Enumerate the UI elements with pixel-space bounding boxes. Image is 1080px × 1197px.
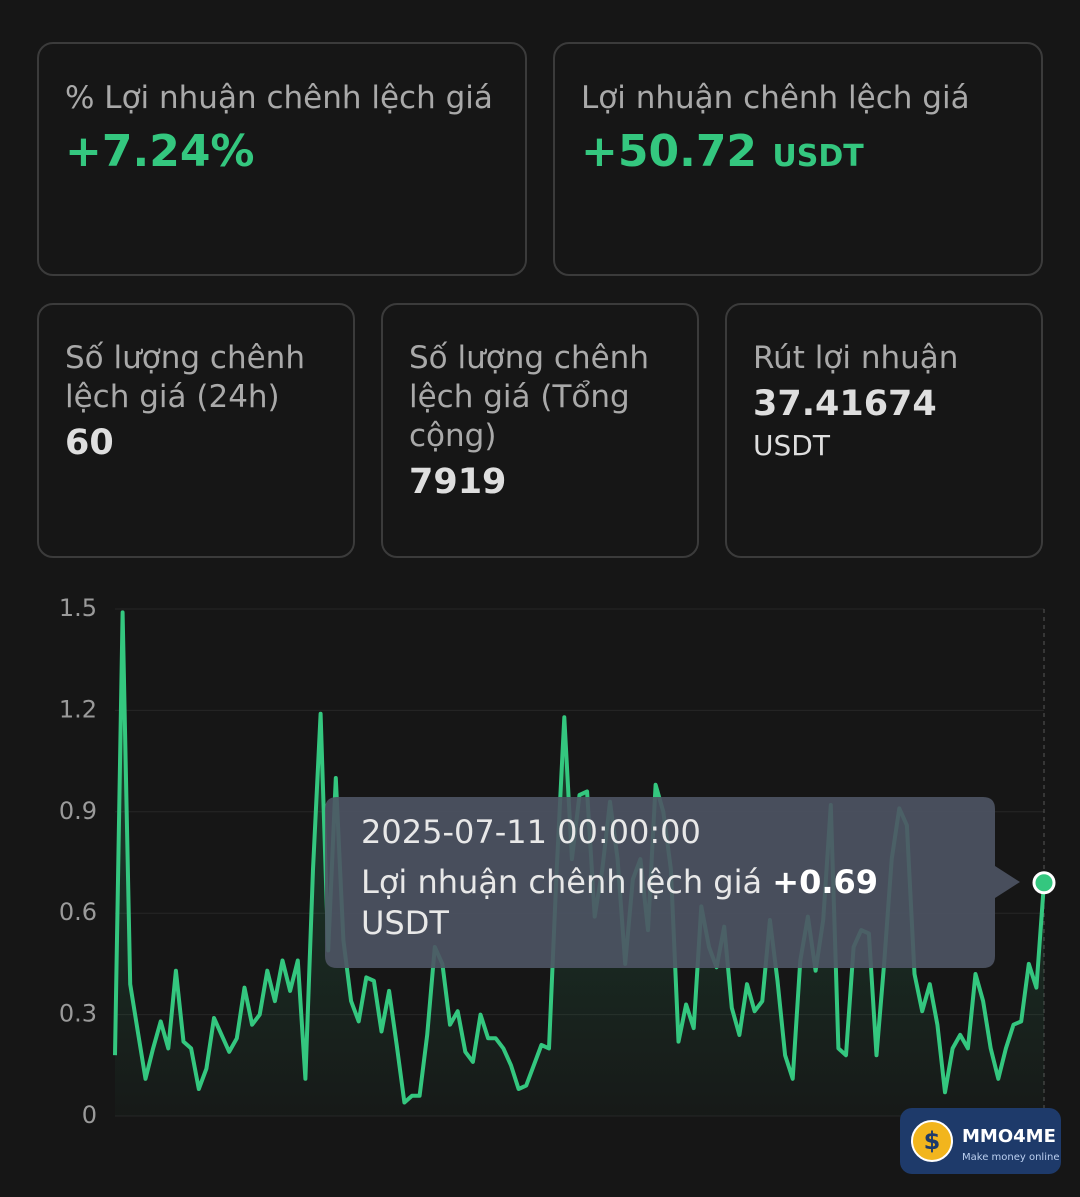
stat-card: Rút lợi nhuận 37.41674 USDT bbox=[725, 303, 1043, 558]
y-tick-label: 0 bbox=[82, 1101, 97, 1129]
watermark-tagline: Make money online bbox=[962, 1152, 1059, 1163]
unit: USDT bbox=[753, 429, 830, 462]
watermark-brand: MMO4ME bbox=[962, 1126, 1056, 1147]
card-value: +50.72 USDT bbox=[581, 126, 1015, 177]
card-value: 37.41674 USDT bbox=[753, 384, 1015, 464]
card-label: Số lượng chênh lệch giá (24h) bbox=[65, 340, 305, 415]
watermark: $ MMO4ME Make money online bbox=[900, 1108, 1061, 1174]
card-label: Số lượng chênh lệch giá (Tổng cộng) bbox=[409, 340, 649, 454]
tooltip-box bbox=[325, 797, 1020, 968]
tooltip-unit: USDT bbox=[361, 904, 449, 942]
stat-card: Lợi nhuận chênh lệch giá +50.72 USDT bbox=[553, 42, 1043, 276]
active-point bbox=[1032, 871, 1056, 895]
stat-card: Số lượng chênh lệch giá (Tổng cộng) 7919 bbox=[381, 303, 699, 558]
unit: USDT bbox=[772, 139, 864, 174]
value: +50.72 bbox=[581, 126, 758, 177]
stat-card: Số lượng chênh lệch giá (24h) 60 bbox=[37, 303, 355, 558]
card-label: % Lợi nhuận chênh lệch giá bbox=[65, 80, 493, 116]
watermark-icon-symbol: $ bbox=[924, 1127, 941, 1155]
tooltip-value: +0.69 bbox=[772, 863, 878, 901]
y-tick-label: 1.5 bbox=[59, 594, 97, 622]
value: 37.41674 bbox=[753, 384, 937, 424]
watermark-icon bbox=[911, 1120, 953, 1162]
card-value: 7919 bbox=[409, 462, 507, 502]
y-tick-label: 0.9 bbox=[59, 797, 97, 825]
card-value: 60 bbox=[65, 423, 114, 463]
card-label: Rút lợi nhuận bbox=[753, 340, 959, 376]
card-value: +7.24% bbox=[65, 126, 255, 177]
card-label: Lợi nhuận chênh lệch giá bbox=[581, 80, 970, 116]
tooltip-line: Lợi nhuận chênh lệch giá +0.69 bbox=[361, 863, 878, 901]
tooltip-label: Lợi nhuận chênh lệch giá bbox=[361, 863, 762, 901]
y-tick-label: 0.3 bbox=[59, 1000, 97, 1028]
stat-card: % Lợi nhuận chênh lệch giá +7.24% bbox=[37, 42, 527, 276]
tooltip-date: 2025-07-11 00:00:00 bbox=[361, 813, 701, 851]
y-tick-label: 0.6 bbox=[59, 898, 97, 926]
tooltip: 2025-07-11 00:00:00 Lợi nhuận chênh lệch… bbox=[325, 797, 1020, 968]
y-tick-label: 1.2 bbox=[59, 695, 97, 723]
